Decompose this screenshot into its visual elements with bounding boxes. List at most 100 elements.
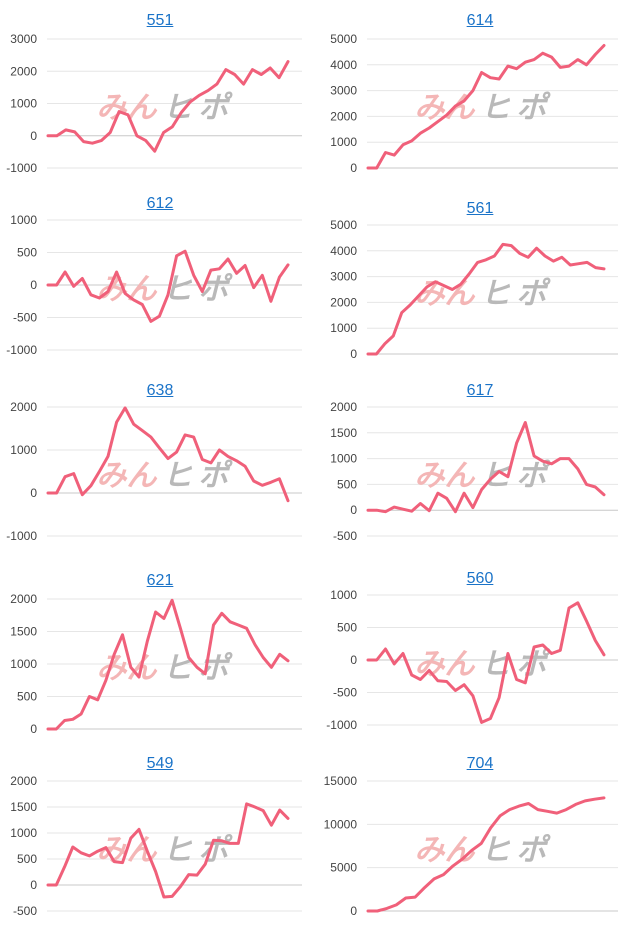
y-tick-label-612-2: 0	[30, 278, 37, 292]
series-line-561	[366, 242, 606, 356]
series-line-612	[46, 249, 290, 323]
y-tick-label-549-2: 1000	[10, 826, 37, 840]
y-tick-label-704-2: 5000	[330, 861, 357, 875]
watermark-logo-po-561: ポ	[517, 278, 552, 311]
watermark-logo-612: みん	[97, 273, 158, 306]
y-tick-label-560-4: -1000	[326, 718, 357, 732]
watermark-logo-po-551: ポ	[199, 92, 234, 125]
y-tick-label-551-3: 0	[30, 129, 37, 143]
y-tick-label-612-3: -500	[13, 311, 37, 325]
watermark-logo-551: みん	[97, 92, 158, 125]
y-tick-label-561-5: 0	[350, 347, 357, 361]
watermark-logo-561: みん	[415, 278, 476, 311]
chart-title-link-560[interactable]: 560	[466, 570, 494, 587]
watermark-logo-po-621: ポ	[199, 652, 234, 685]
chart-title-link-612[interactable]: 612	[146, 195, 174, 212]
watermark-logo-po-614: ポ	[517, 92, 552, 125]
chart-title-link-614[interactable]: 614	[466, 12, 494, 29]
y-tick-label-621-3: 500	[17, 690, 37, 704]
watermark-logo-po-617: ポ	[517, 460, 552, 493]
watermark-logo-hi-549: ヒ	[163, 834, 193, 867]
y-tick-label-561-3: 2000	[330, 295, 357, 309]
y-tick-label-549-3: 500	[17, 852, 37, 866]
y-tick-label-621-2: 1000	[10, 657, 37, 671]
y-tick-label-614-3: 2000	[330, 109, 357, 123]
y-tick-label-561-0: 5000	[330, 218, 357, 232]
y-tick-label-614-5: 0	[350, 161, 357, 175]
y-tick-label-638-1: 1000	[10, 443, 37, 457]
y-tick-label-614-2: 3000	[330, 84, 357, 98]
y-tick-label-621-4: 0	[30, 722, 37, 736]
series-line-617	[366, 421, 606, 514]
y-tick-label-551-1: 2000	[10, 64, 37, 78]
watermark-logo-hi-638: ヒ	[163, 460, 193, 493]
y-tick-label-549-0: 2000	[10, 774, 37, 788]
y-tick-label-551-0: 3000	[10, 32, 37, 46]
y-tick-label-617-5: -500	[333, 529, 357, 543]
y-tick-label-612-4: -1000	[6, 343, 37, 357]
y-tick-label-617-3: 500	[337, 477, 357, 491]
y-tick-label-560-1: 500	[337, 621, 357, 635]
y-tick-label-614-0: 5000	[330, 32, 357, 46]
y-tick-label-549-5: -500	[13, 904, 37, 918]
series-line-549	[46, 802, 290, 899]
y-tick-label-704-0: 15000	[324, 774, 358, 788]
series-line-638	[46, 406, 290, 503]
y-tick-label-621-0: 2000	[10, 592, 37, 606]
y-tick-label-551-2: 1000	[10, 97, 37, 111]
y-tick-label-704-1: 10000	[324, 817, 358, 831]
y-tick-label-617-2: 1000	[330, 452, 357, 466]
y-tick-label-617-0: 2000	[330, 400, 357, 414]
y-tick-label-704-3: 0	[350, 904, 357, 918]
y-tick-label-621-1: 1500	[10, 625, 37, 639]
y-tick-label-617-1: 1500	[330, 426, 357, 440]
series-line-614	[366, 44, 606, 170]
watermark-logo-638: みん	[97, 460, 158, 493]
y-tick-label-561-2: 3000	[330, 270, 357, 284]
y-tick-label-638-2: 0	[30, 486, 37, 500]
watermark-logo-hi-704: ヒ	[481, 834, 511, 867]
y-tick-label-638-3: -1000	[6, 529, 37, 543]
chart-title-link-549[interactable]: 549	[146, 755, 174, 772]
watermark-logo-704: みん	[415, 834, 476, 867]
y-tick-label-551-4: -1000	[6, 161, 37, 175]
y-tick-label-612-0: 1000	[10, 213, 37, 227]
chart-title-link-551[interactable]: 551	[146, 12, 174, 29]
y-tick-label-560-0: 1000	[330, 588, 357, 602]
y-tick-label-638-0: 2000	[10, 400, 37, 414]
y-tick-label-614-1: 4000	[330, 58, 357, 72]
chart-title-link-561[interactable]: 561	[466, 200, 494, 217]
watermark-logo-po-638: ポ	[199, 460, 234, 493]
watermark-logo-hi-614: ヒ	[481, 92, 511, 125]
y-tick-label-617-4: 0	[350, 503, 357, 517]
y-tick-label-614-4: 1000	[330, 135, 357, 149]
series-line-551	[46, 60, 290, 153]
y-tick-label-560-3: -500	[333, 686, 357, 700]
y-tick-label-549-1: 1500	[10, 800, 37, 814]
chart-title-link-617[interactable]: 617	[466, 382, 494, 399]
chart-title-link-704[interactable]: 704	[466, 755, 494, 772]
series-line-560	[366, 601, 606, 724]
y-tick-label-612-1: 500	[17, 246, 37, 260]
watermark-logo-hi-612: ヒ	[163, 273, 193, 306]
chart-title-link-638[interactable]: 638	[146, 382, 174, 399]
y-tick-label-561-4: 1000	[330, 321, 357, 335]
y-tick-label-549-4: 0	[30, 878, 37, 892]
y-tick-label-561-1: 4000	[330, 244, 357, 258]
chart-title-link-621[interactable]: 621	[146, 572, 174, 589]
series-line-621	[46, 598, 290, 731]
watermark-logo-617: みん	[415, 460, 476, 493]
watermark-logo-614: みん	[415, 92, 476, 125]
watermark-logo-po-704: ポ	[517, 834, 552, 867]
y-tick-label-560-2: 0	[350, 653, 357, 667]
